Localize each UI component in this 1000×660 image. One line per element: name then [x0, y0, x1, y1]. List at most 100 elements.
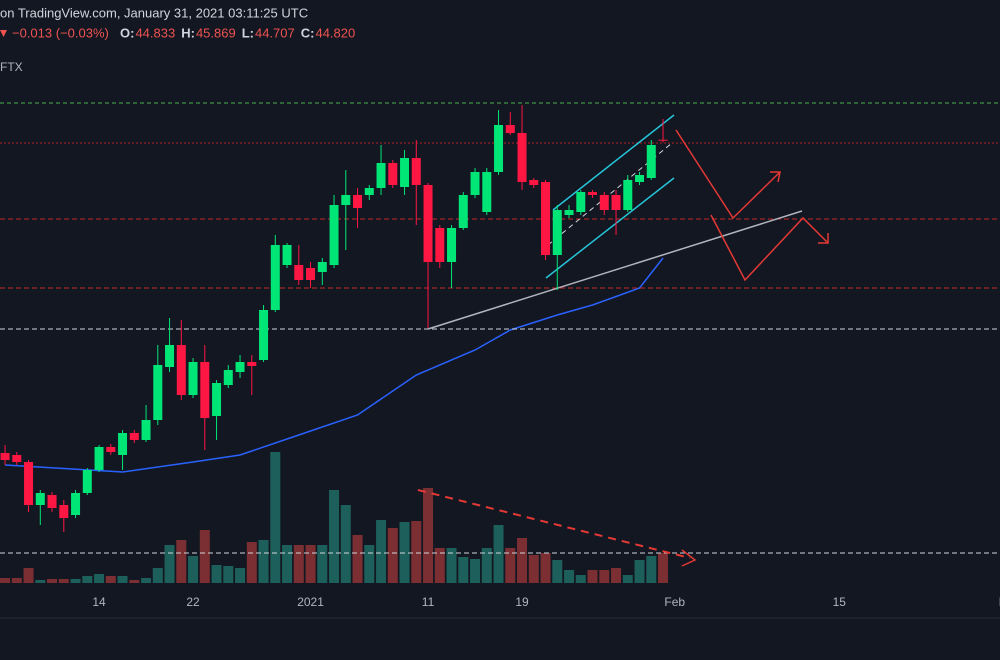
- candle-body: [59, 505, 69, 518]
- candle-body: [529, 180, 539, 185]
- candle-body: [364, 188, 374, 195]
- volume-bar: [564, 570, 575, 583]
- volume-bar: [11, 578, 22, 583]
- candle-body: [270, 245, 280, 310]
- volume-bar: [164, 545, 175, 583]
- volume-bar: [82, 576, 93, 583]
- volume-bar: [258, 540, 269, 583]
- x-tick-label: 14: [92, 595, 106, 609]
- candle-body: [94, 447, 104, 470]
- volume-bar: [470, 559, 481, 583]
- x-tick-label: 15: [833, 595, 847, 609]
- exchange: FTX: [0, 60, 23, 74]
- candle-body: [317, 262, 327, 272]
- volume-bar: [35, 580, 46, 583]
- candle-body: [153, 365, 163, 420]
- candle-body: [165, 345, 175, 367]
- moving-average: [5, 257, 664, 473]
- candle-body: [552, 210, 562, 255]
- volume-bar: [223, 566, 234, 583]
- volume-bar: [305, 545, 316, 583]
- channel-line: [552, 114, 675, 211]
- candle-body: [106, 447, 116, 452]
- candle-body: [376, 163, 386, 188]
- candle-body: [423, 185, 433, 262]
- volume-bar: [481, 548, 492, 583]
- volume-bar: [117, 576, 128, 583]
- candle-body: [658, 139, 668, 141]
- candle-body: [564, 210, 574, 215]
- candle-body: [71, 493, 81, 515]
- volume-bar: [293, 545, 304, 583]
- candle-body: [576, 192, 586, 212]
- candle-body: [82, 470, 92, 493]
- volume-bar: [552, 560, 563, 583]
- candle-body: [259, 310, 269, 360]
- channel-line: [545, 177, 675, 279]
- volume-bar: [646, 556, 657, 583]
- volume-bar: [458, 557, 469, 583]
- volume-bar: [364, 545, 375, 583]
- readout-label: O:: [120, 25, 134, 40]
- readout-label: L:: [242, 25, 254, 40]
- volume-bar: [505, 548, 516, 583]
- candle-body: [294, 265, 304, 280]
- candle-body: [447, 228, 457, 262]
- volume-bar: [105, 576, 116, 583]
- volume-bar: [517, 538, 528, 583]
- candle-body: [129, 433, 139, 440]
- candle-body: [141, 420, 151, 440]
- drawings: [0, 102, 1000, 567]
- arrow-head: [818, 233, 829, 244]
- candle-body: [247, 362, 257, 366]
- candle-body: [470, 172, 480, 195]
- volume-bar: [658, 553, 669, 583]
- volume-bar: [282, 545, 293, 583]
- readout-value: 44.820: [315, 25, 355, 40]
- volume-bar: [446, 548, 457, 583]
- candle-body: [411, 158, 421, 185]
- down-icon: [0, 30, 7, 37]
- volume-bar: [634, 560, 645, 583]
- candle-body: [646, 145, 656, 178]
- x-tick-label: 2021: [297, 595, 324, 609]
- volume-bar: [587, 570, 598, 583]
- candle-body: [118, 433, 128, 455]
- volume-bar: [329, 490, 340, 583]
- arrow-head: [681, 549, 697, 567]
- volume-bar: [611, 568, 622, 583]
- volume-bar: [528, 555, 539, 583]
- volume-bar: [141, 578, 152, 583]
- candle-body: [329, 205, 339, 265]
- readout-value: 45.869: [196, 25, 236, 40]
- candle-body: [212, 383, 222, 416]
- candle-body: [35, 493, 45, 505]
- candle-body: [200, 362, 210, 418]
- x-tick-label: Feb: [664, 595, 685, 609]
- candle-body: [12, 455, 22, 462]
- candle-body: [458, 195, 468, 228]
- trend-line: [427, 210, 803, 330]
- volume-bars: [0, 452, 669, 583]
- volume-bar: [540, 553, 551, 583]
- x-tick-label: 11: [422, 595, 435, 609]
- volume-bar: [575, 575, 586, 583]
- volume-bar: [423, 488, 434, 583]
- candle-body: [505, 125, 515, 133]
- volume-bar: [434, 548, 445, 583]
- readout-value: 44.833: [135, 25, 175, 40]
- candle-body: [599, 195, 609, 210]
- candle-body: [188, 362, 198, 395]
- candle-body: [623, 180, 633, 210]
- candles: [0, 105, 668, 532]
- volume-bar: [47, 579, 58, 583]
- readout-label: C:: [301, 25, 315, 40]
- volume-bar: [199, 530, 210, 583]
- volume-bar: [493, 525, 504, 583]
- candle-body: [353, 195, 363, 208]
- candle-body: [0, 453, 10, 460]
- volume-bar: [317, 545, 328, 583]
- candle-body: [541, 182, 551, 255]
- volume-bar: [58, 579, 69, 583]
- projection-arrow: [675, 129, 781, 220]
